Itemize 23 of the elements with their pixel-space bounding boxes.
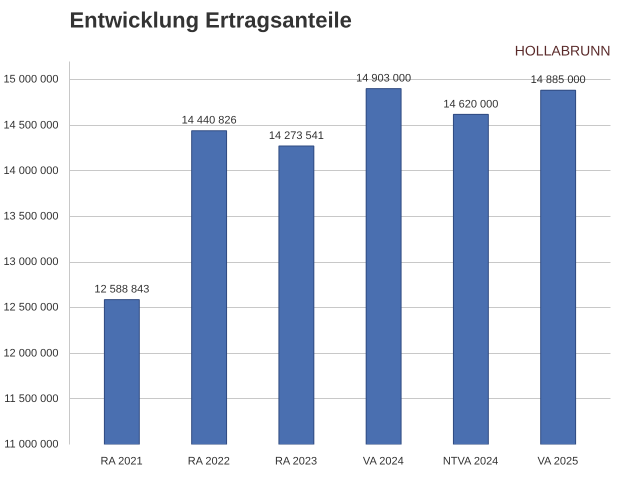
x-tick-label: RA 2021 <box>100 456 143 468</box>
y-tick-label: 15 000 000 <box>3 74 59 86</box>
x-tick-label: RA 2022 <box>188 456 230 468</box>
data-label: 14 885 000 <box>530 74 586 86</box>
data-label: 14 620 000 <box>443 98 498 110</box>
data-label: 12 588 843 <box>94 284 150 296</box>
y-tick-label: 14 000 000 <box>3 164 59 177</box>
y-tick-label: 12 000 000 <box>3 347 59 360</box>
y-tick-label: 11 500 000 <box>4 392 59 405</box>
x-tick-label: RA 2023 <box>274 456 318 468</box>
y-tick-label: 14 500 000 <box>3 119 59 132</box>
x-tick-label: VA 2024 <box>362 456 404 468</box>
data-label: 14 440 826 <box>182 114 237 127</box>
y-tick-label: 12 500 000 <box>3 302 59 314</box>
y-tick-label: 11 000 000 <box>4 438 59 450</box>
data-label: 14 273 541 <box>268 130 324 142</box>
chart-title: Entwicklung Ertragsanteile <box>70 8 352 32</box>
y-tick-label: 13 000 000 <box>3 256 59 268</box>
x-tick-label: VA 2025 <box>537 456 578 468</box>
data-label: 14 903 000 <box>356 72 412 85</box>
text: HOLLABRUNN <box>514 42 611 58</box>
y-tick-label: 13 500 000 <box>3 210 59 223</box>
x-tick-label: NTVA 2024 <box>442 456 498 468</box>
